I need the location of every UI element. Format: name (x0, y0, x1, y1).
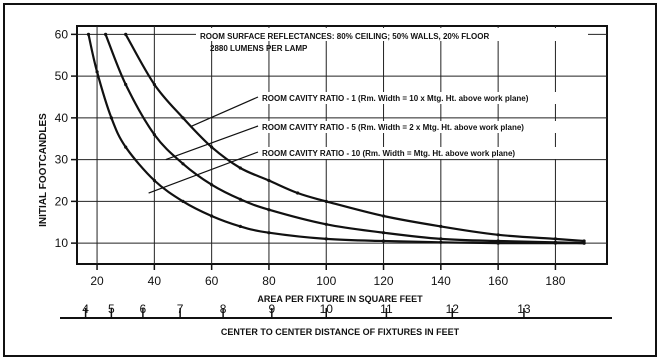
y-axis-label: INITIAL FOOTCANDLES (38, 113, 49, 227)
data-point (582, 241, 586, 245)
data-point (104, 32, 108, 37)
secondary-tick-label: 5 (108, 302, 115, 316)
y-tick-label: 60 (55, 27, 69, 41)
leader-line (148, 151, 259, 194)
data-point (238, 197, 242, 201)
data-point (181, 162, 185, 166)
secondary-tick-label: 9 (268, 302, 275, 316)
annotation-reflectances: ROOM SURFACE REFLECTANCES: 80% CEILING; … (200, 32, 489, 41)
secondary-tick-label: 4 (82, 302, 89, 316)
data-point (210, 214, 214, 218)
x-tick-label: 60 (205, 274, 219, 288)
data-point (238, 224, 242, 228)
secondary-axis-ticks: 4 5 6 7 8 9 10 11 12 13 (82, 302, 531, 318)
series-label-background (260, 147, 600, 159)
note-background (196, 28, 588, 41)
data-point (324, 237, 328, 241)
data-point (296, 191, 300, 195)
series-labels: ROOM CAVITY RATIO - 1 (Rm. Width = 10 x … (148, 92, 600, 194)
data-point (381, 214, 386, 218)
data-point (267, 178, 271, 183)
data-point (95, 70, 99, 74)
series-lines (86, 32, 586, 245)
data-point (152, 133, 156, 137)
x-tick-label: 120 (374, 274, 394, 288)
x-tick-label: 40 (148, 274, 162, 288)
data-point (381, 239, 386, 243)
y-tick-label: 50 (55, 69, 69, 83)
data-point (152, 178, 156, 183)
data-point (324, 199, 328, 203)
series-label-background (260, 121, 600, 133)
y-tick-label: 10 (55, 236, 69, 250)
data-point (496, 233, 500, 237)
leader-line (165, 125, 259, 161)
secondary-tick-label: 12 (446, 302, 460, 316)
data-point (210, 183, 214, 187)
data-point (109, 116, 113, 120)
data-point (86, 32, 91, 37)
plot-area (76, 25, 608, 265)
data-point (553, 237, 558, 241)
data-point (553, 241, 558, 245)
data-point (439, 240, 443, 244)
data-point (238, 166, 242, 170)
data-point (124, 145, 128, 149)
x-axis-label: AREA PER FIXTURE IN SQUARE FEET (257, 294, 423, 304)
data-point (181, 116, 185, 120)
data-point (439, 224, 443, 228)
series-label: ROOM CAVITY RATIO - 10 (Rm. Width = Mtg.… (262, 149, 515, 158)
y-tick-label: 30 (55, 153, 69, 167)
secondary-tick-label: 8 (220, 302, 227, 316)
data-point (124, 82, 128, 87)
annotation-lumens: 2880 LUMENS PER LAMP (210, 44, 308, 53)
data-point (267, 231, 271, 235)
x-tick-label: 140 (431, 274, 451, 288)
data-point (496, 241, 500, 245)
series-label: ROOM CAVITY RATIO - 1 (Rm. Width = 10 x … (262, 94, 529, 103)
secondary-tick-label: 10 (320, 302, 334, 316)
data-point (124, 32, 128, 37)
x-tick-label: 180 (545, 274, 565, 288)
x-tick-label: 20 (90, 274, 104, 288)
series-label-background (260, 92, 600, 104)
y-tick-label: 40 (55, 111, 69, 125)
data-point (267, 208, 271, 212)
data-point (439, 237, 443, 241)
data-point (181, 199, 185, 203)
secondary-x-axis-label: CENTER TO CENTER DISTANCE OF FIXTURES IN… (221, 327, 460, 337)
secondary-tick-label: 6 (140, 302, 147, 316)
series-label: ROOM CAVITY RATIO - 5 (Rm. Width = 2 x M… (262, 123, 524, 132)
outer-frame (3, 3, 657, 357)
x-tick-label: 100 (316, 274, 336, 288)
secondary-tick-label: 7 (177, 302, 184, 316)
x-tick-label: 160 (488, 274, 508, 288)
data-point (381, 231, 386, 235)
y-tick-label: 20 (55, 194, 69, 208)
x-tick-label: 80 (262, 274, 276, 288)
data-point (210, 145, 214, 149)
secondary-tick-label: 11 (380, 302, 393, 316)
axis-ticks: 10 20 30 40 50 60 20 40 60 80 100 120 140 160 180 (55, 27, 566, 288)
data-point (324, 222, 328, 226)
data-point (152, 82, 156, 87)
leader-line (191, 96, 259, 127)
secondary-tick-label: 13 (517, 302, 531, 316)
